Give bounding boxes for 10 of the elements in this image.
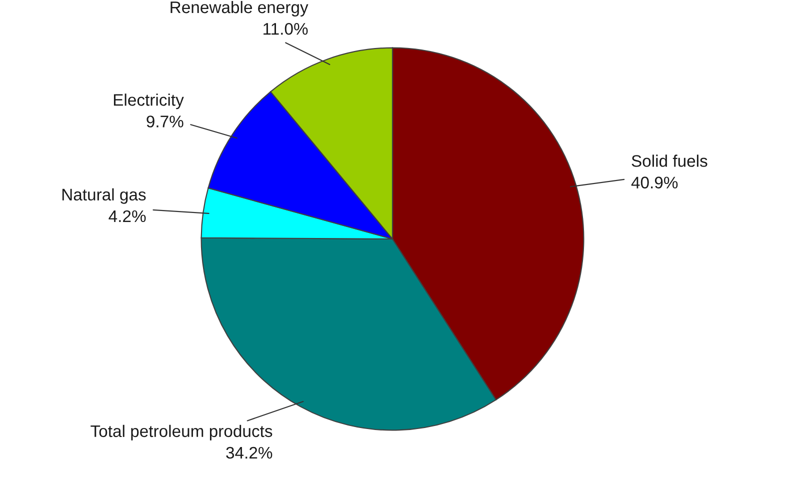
- data-label: 40.9%: [631, 176, 678, 188]
- slice-label: Solid fuels: [632, 154, 708, 167]
- data-label: 11.0%: [264, 22, 308, 35]
- slice-label: Renewable energy: [170, 0, 308, 17]
- slice-label: Natural gas: [62, 188, 146, 204]
- slice-label: Total petroleum products: [90, 424, 272, 440]
- data-label: 4.2%: [108, 210, 146, 222]
- data-label: 9.7%: [146, 116, 184, 128]
- slice-label: Electricity: [114, 94, 184, 110]
- data-label: 34.2%: [226, 446, 272, 459]
